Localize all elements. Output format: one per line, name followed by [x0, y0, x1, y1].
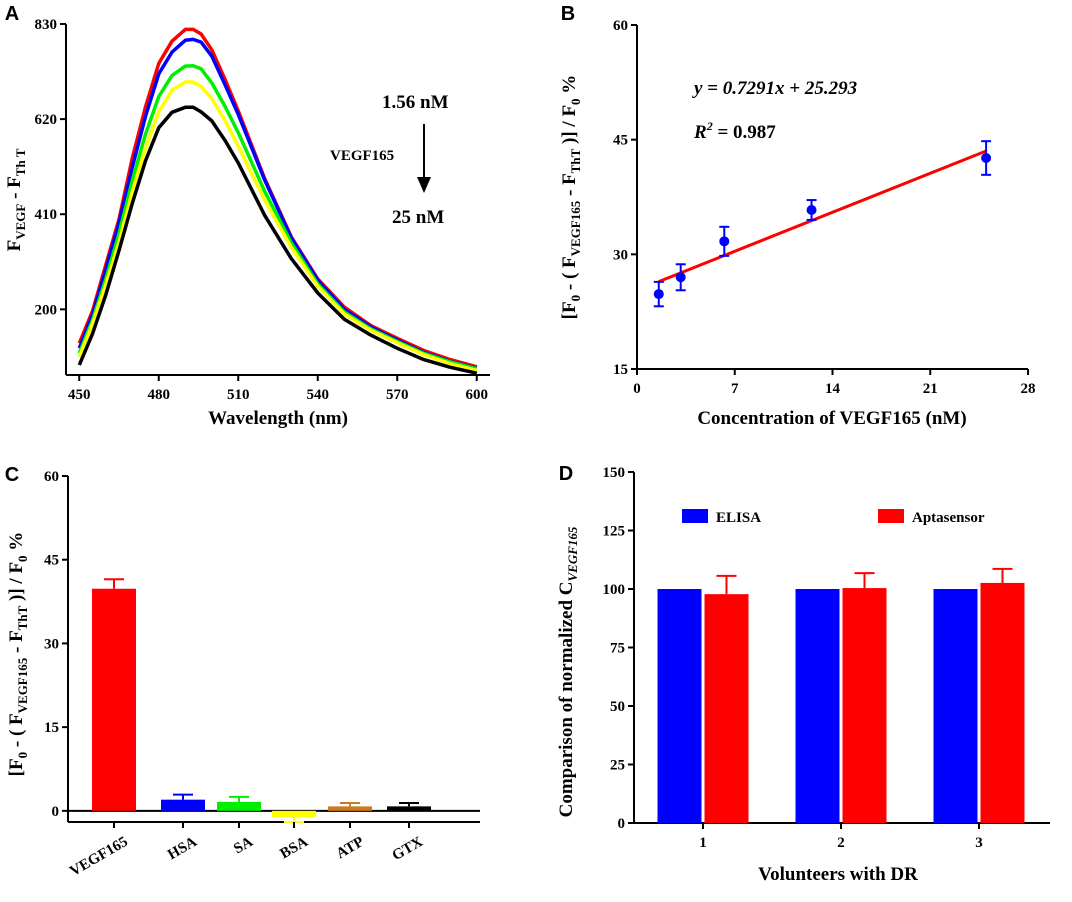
b-x-tick-label: 7: [731, 381, 739, 397]
d-y-label: Comparison of normalized CVEGF165: [556, 526, 580, 817]
a-annotation-top: 1.56 nM: [382, 92, 449, 113]
c-x-tick-label: GTX: [390, 834, 426, 864]
c-y-tick-label: 60: [44, 469, 59, 485]
d-x-label: Volunteers with DR: [758, 864, 918, 885]
c-x-tick-label: VEGF165: [67, 834, 131, 880]
d-bar-elisa-3: [933, 589, 978, 823]
a-y-tick-label: 620: [35, 112, 58, 128]
a-y-tick-label: 410: [35, 207, 58, 223]
d-bar-aptasensor-3: [980, 582, 1025, 823]
d-y-tick-label: 0: [618, 816, 626, 832]
c-bar-atp: [328, 806, 372, 811]
c-x-tick-label: SA: [231, 834, 256, 858]
a-series-black: [77, 105, 478, 375]
b-y-label: [F0 - ( FVEGF165 - FThT )] / F0 %: [559, 75, 583, 320]
d-x-tick-label: 3: [975, 835, 983, 851]
d-y-tick-label: 125: [603, 524, 626, 540]
b-point: [806, 204, 817, 215]
a-x-tick-label: 570: [386, 387, 409, 403]
d-x-tick-label: 2: [837, 835, 845, 851]
a-series-yellow: [77, 80, 478, 373]
c-y-tick-label: 15: [44, 720, 59, 736]
a-y-tick-label: 200: [35, 302, 58, 318]
b-point: [675, 272, 686, 283]
c-y-tick-label: 30: [44, 636, 59, 652]
panel-label-b: B: [561, 3, 575, 25]
b-point: [719, 236, 730, 247]
a-x-tick-label: 510: [227, 387, 250, 403]
b-y-tick-label: 15: [613, 362, 628, 378]
b-x-tick-label: 21: [923, 381, 938, 397]
d-bar-elisa-1: [657, 589, 702, 823]
a-x-label: Wavelength (nm): [208, 408, 348, 429]
b-y-tick-label: 45: [613, 133, 628, 149]
b-x-tick-label: 14: [825, 381, 841, 397]
d-legend-label-aptasensor: Aptasensor: [912, 510, 985, 526]
panel-label-a: A: [5, 3, 19, 25]
c-bar-vegf165: [92, 588, 136, 811]
d-x-tick-label: 1: [699, 835, 707, 851]
d-legend-swatch-aptasensor: [878, 509, 904, 523]
b-fit-line: [658, 149, 987, 284]
a-x-tick-label: 600: [466, 387, 489, 403]
c-y-tick-label: 0: [52, 804, 60, 820]
c-y-label: [F0 - ( FVEGF165 - FThT )] / F0 %: [6, 532, 30, 777]
c-bar-sa: [217, 801, 261, 811]
b-r2: R2 = 0.987: [693, 119, 776, 143]
b-y-tick-label: 60: [613, 18, 628, 34]
c-bar-gtx: [387, 806, 431, 811]
b-equation: y = 0.7291x + 25.293: [692, 78, 857, 99]
a-y-label: FVEGF - FTh T: [4, 148, 28, 251]
c-x-tick-label: HSA: [165, 834, 200, 863]
panel-label-c: C: [5, 464, 19, 486]
panel-label-d: D: [559, 463, 573, 485]
c-y-tick-label: 45: [44, 553, 59, 569]
a-arrow-head: [417, 177, 431, 193]
b-x-tick-label: 0: [633, 381, 641, 397]
a-annotation-bottom: 25 nM: [392, 207, 444, 228]
c-bar-hsa: [161, 799, 205, 811]
d-bar-aptasensor-2: [842, 588, 887, 823]
d-y-tick-label: 25: [610, 758, 625, 774]
d-legend-swatch-elisa: [682, 509, 708, 523]
a-x-tick-label: 540: [307, 387, 330, 403]
d-legend-label-elisa: ELISA: [716, 510, 761, 526]
b-x-label: Concentration of VEGF165 (nM): [697, 408, 966, 429]
d-bar-elisa-2: [795, 589, 840, 823]
b-y-tick-label: 30: [613, 247, 628, 263]
a-x-tick-label: 450: [68, 387, 91, 403]
d-y-tick-label: 150: [603, 465, 626, 481]
a-x-tick-label: 480: [148, 387, 171, 403]
d-y-tick-label: 50: [610, 699, 625, 715]
a-series-red: [77, 27, 478, 369]
a-annotation-label: VEGF165: [330, 148, 394, 164]
b-point: [981, 153, 992, 164]
c-bar-bsa: [272, 810, 316, 817]
b-point: [653, 289, 664, 300]
d-y-tick-label: 75: [610, 641, 625, 657]
d-bar-aptasensor-1: [704, 594, 749, 823]
c-x-tick-label: BSA: [278, 834, 311, 863]
b-x-tick-label: 28: [1021, 381, 1036, 397]
d-y-tick-label: 100: [603, 582, 626, 598]
a-y-tick-label: 830: [35, 17, 58, 33]
c-x-tick-label: ATP: [334, 834, 367, 862]
